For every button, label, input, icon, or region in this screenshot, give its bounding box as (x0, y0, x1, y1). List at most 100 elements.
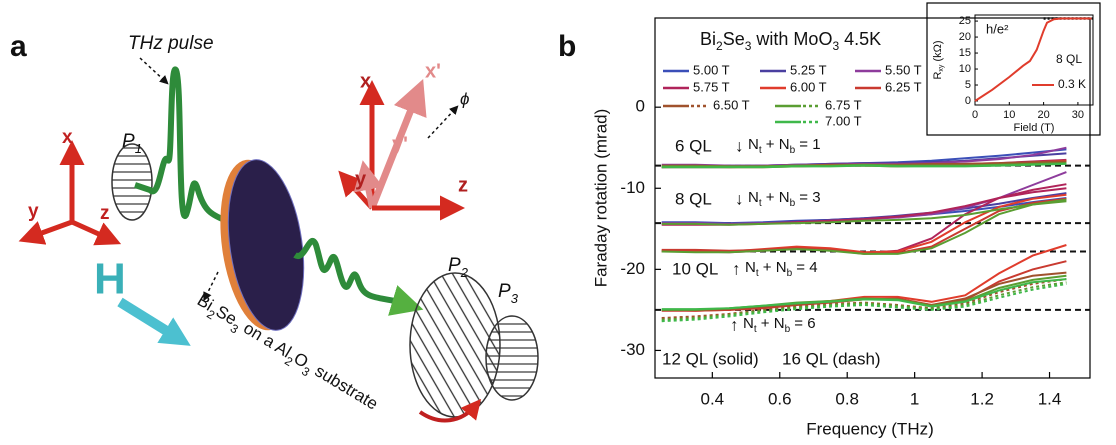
inset-sample-label: 8 QL (1056, 52, 1082, 66)
text-part: (kΩ) (932, 40, 944, 64)
y-tick-label: 0 (636, 97, 645, 116)
legend-label: 5.25 T (790, 62, 827, 77)
rotation-arrow (418, 398, 482, 423)
axis-label: y (28, 201, 39, 222)
axis-label: z (458, 174, 468, 196)
field-arrow (117, 297, 191, 346)
annotation-arrow: ↑ (730, 315, 739, 334)
legend-label: 6.75 T (825, 97, 862, 112)
inset-x-label: Field (T) (1014, 122, 1055, 134)
text-part: b (790, 198, 796, 209)
text-part: N (748, 136, 759, 153)
text-part: t (759, 145, 762, 156)
transmitted-pulse (293, 238, 401, 305)
inset-quantum-label: h/e² (986, 21, 1009, 36)
plot-frame (654, 17, 1091, 379)
dashed-curve (661, 281, 1067, 321)
plot-area (655, 146, 1090, 323)
inset-y-tick-label: 10 (959, 63, 971, 75)
angle-pointer (427, 105, 459, 139)
inset-y-tick-label: 0 (965, 95, 971, 107)
pulse-label: THz pulse (128, 33, 214, 54)
y-tick-label: -10 (620, 178, 645, 197)
text-part: t (756, 268, 759, 279)
curve (661, 197, 1067, 255)
inset-x-tick-label: 30 (1072, 109, 1084, 121)
axis-label: y (355, 168, 367, 190)
inset-x-tick-label: 10 (1003, 109, 1015, 121)
polarizer-p3 (485, 315, 539, 401)
polarizer-p1 (111, 143, 153, 221)
text-part: b (787, 268, 793, 279)
inset-curve (974, 17, 1092, 102)
text-part: with MoO (751, 29, 832, 49)
text-part: b (790, 145, 796, 156)
legend-label: 6.25 T (885, 79, 922, 94)
curve (661, 198, 1067, 255)
sample (227, 159, 305, 331)
dashed-curve (661, 282, 1067, 323)
sample-pointer (203, 271, 219, 302)
thickness-note: 12 QL (solid) (662, 349, 759, 368)
text-part: + N (759, 259, 787, 276)
annotation-label: 8 QL (675, 189, 712, 208)
x-tick-label: 0.4 (701, 389, 725, 408)
annotation-formula: Nt + Nb = 6 (743, 315, 816, 335)
inset-frame (926, 2, 1101, 136)
lab-y-axis (18, 219, 73, 245)
legend-label: 7.00 T (825, 113, 862, 128)
text-part: + N (762, 189, 790, 206)
annotation-label: 10 QL (672, 259, 718, 278)
inset-y-tick-label: 5 (965, 79, 971, 91)
legend-label: 5.00 T (693, 62, 730, 77)
curve (661, 162, 1067, 169)
text-part: b (785, 324, 791, 335)
text-part: P (498, 281, 511, 302)
text-part: 3 (745, 39, 752, 53)
inset-y-tick-label: 25 (959, 15, 971, 27)
panel-label: b (558, 30, 576, 63)
x-tick-label: 1 (910, 389, 919, 408)
annotation-arrow: ↑ (732, 259, 741, 278)
text-part: Se (723, 29, 745, 49)
text-part: 1 (135, 141, 142, 156)
inset-axes (974, 14, 1094, 106)
y-tick-label: -30 (620, 340, 645, 359)
annotation-formula: Nt + Nb = 4 (745, 259, 818, 279)
text-part: P (122, 131, 135, 152)
annotation-label: 6 QL (675, 136, 712, 155)
panel-label: a (10, 30, 27, 63)
x-tick-label: 0.8 (835, 389, 859, 408)
curve (661, 200, 1067, 226)
legend-label: 5.75 T (693, 79, 730, 94)
text-part: t (754, 324, 757, 335)
y-axis (338, 170, 374, 210)
pulse-arrow (388, 285, 424, 316)
curve (661, 171, 1067, 225)
axis-label: x (62, 127, 73, 148)
y-axis-label: Faraday rotation (mrad) (591, 109, 610, 288)
text-part: t (759, 198, 762, 209)
x-axis-label: Frequency (THz) (806, 419, 934, 438)
polarizer-label: P1 (122, 131, 142, 156)
inset-y-label: Rxy (kΩ) (932, 40, 945, 79)
text-part: 2 (460, 265, 469, 280)
text-part: = 3 (795, 189, 820, 206)
text-part: 4.5K (839, 29, 881, 49)
inset-y-tick-label: 20 (959, 31, 971, 43)
field-label: H (94, 255, 126, 304)
inset-y-tick-label: 15 (959, 47, 971, 59)
legend-label: 5.50 T (885, 62, 922, 77)
text-part: + N (762, 136, 790, 153)
inset-legend-label: 0.3 K (1058, 77, 1086, 91)
curve (661, 278, 1067, 311)
text-part: R (932, 72, 944, 80)
curve (661, 274, 1067, 311)
inset-x-tick-label: 20 (1037, 109, 1049, 121)
x-tick-label: 1.4 (1038, 389, 1062, 408)
axis-label: y' (392, 133, 408, 155)
text-part: = 4 (792, 259, 817, 276)
text-part: 3 (832, 39, 839, 53)
text-part: N (748, 189, 759, 206)
